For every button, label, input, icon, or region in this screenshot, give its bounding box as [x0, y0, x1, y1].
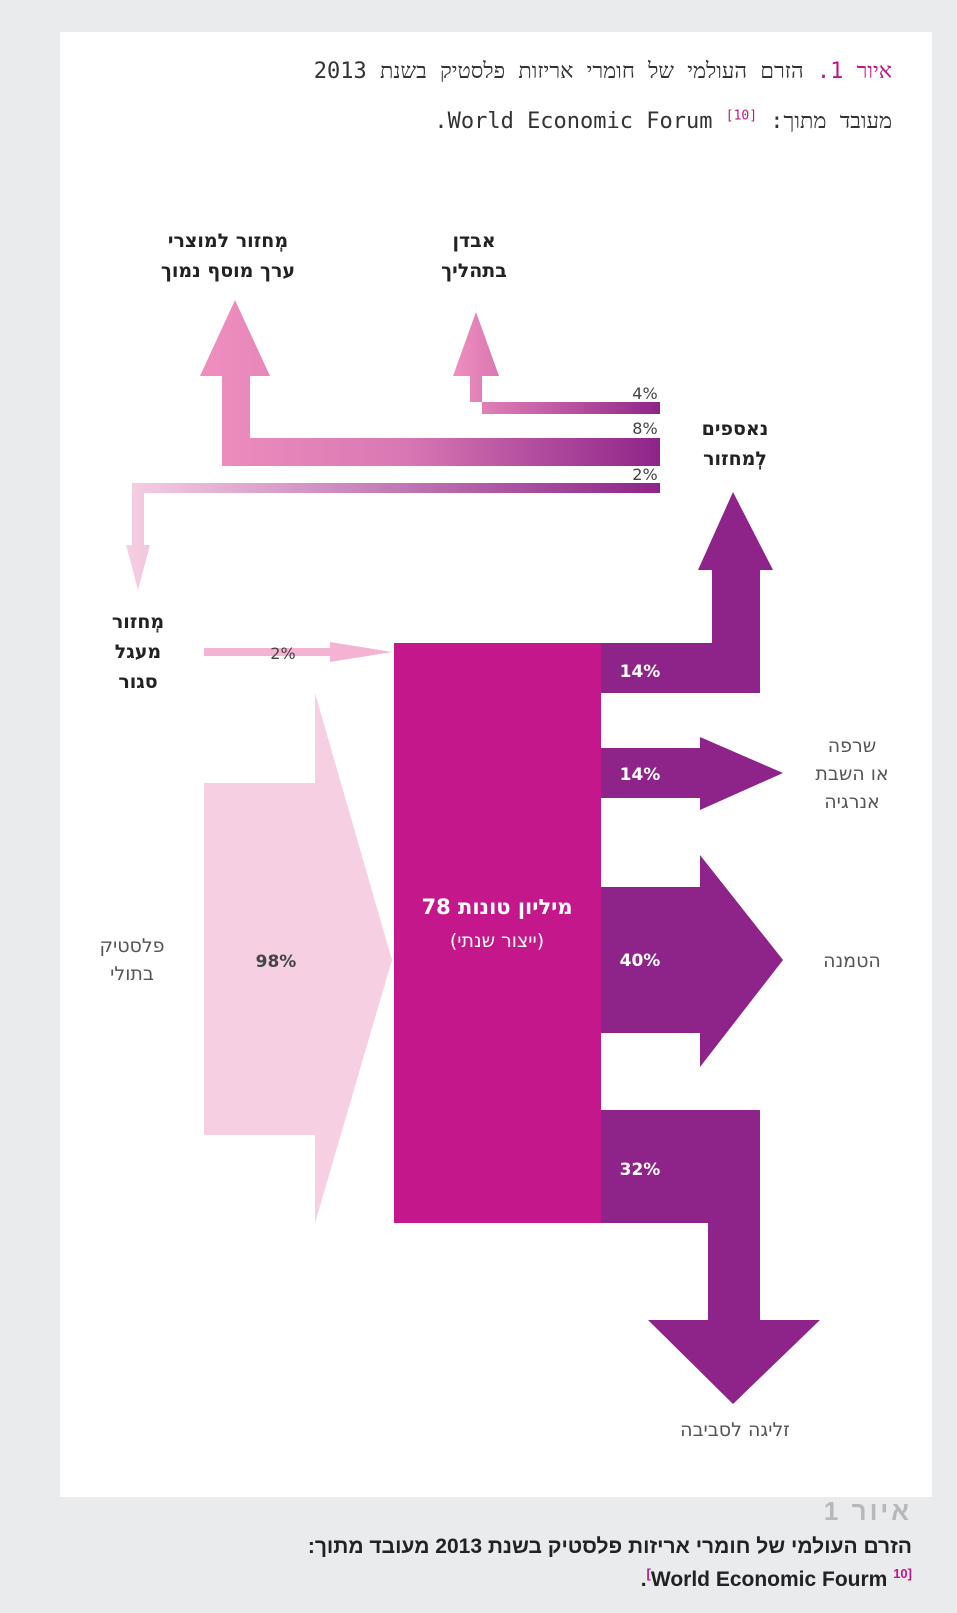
production-total-label: 78 מיליון טונות [421, 895, 572, 919]
flow-collected-recycling [601, 492, 773, 693]
label-incineration-2: או השבת [815, 763, 888, 785]
label-closed-loop-2: מעגל [115, 641, 161, 663]
caption-figure-label: איור 1 [823, 1496, 912, 1526]
label-low-value-2: ערך מוסף נמוך [161, 260, 295, 282]
percent-closed-loop-return: 2% [632, 465, 657, 484]
caption-text: הזרם העולמי של חומרי אריזות פלסטיק בשנת … [72, 1533, 912, 1593]
flow-low-value-recycling [200, 300, 660, 466]
figure-title-lead: איור 1. [816, 59, 892, 84]
label-virgin-1: פלסטיק [99, 935, 164, 957]
percent-incineration: 14% [620, 765, 661, 785]
flow-incineration [601, 737, 783, 810]
percent-leakage: 32% [620, 1160, 661, 1180]
figure-source-ref: [10] [725, 108, 758, 124]
figure-source-period: . [434, 109, 448, 134]
percent-landfill: 40% [620, 951, 661, 971]
percent-low-value: 8% [632, 419, 657, 438]
label-collected-1: נאספים [702, 418, 769, 440]
label-leakage: זליגה לסביבה [680, 1419, 790, 1441]
label-landfill: הטמנה [823, 950, 881, 972]
caption-bracket: ] [646, 1566, 651, 1581]
caption-period: . [640, 1568, 647, 1591]
flow-process-loss [453, 312, 660, 414]
percent-virgin: 98% [256, 952, 297, 972]
production-block [394, 643, 601, 1223]
label-closed-loop-1: מְחזור [112, 611, 164, 633]
flow-virgin-plastic [204, 693, 392, 1223]
flow-leakage [601, 1110, 820, 1404]
percent-closed-loop-input: 2% [270, 644, 295, 663]
label-process-loss-1: אבדן [452, 230, 495, 252]
label-incineration-3: אנרגיה [824, 791, 880, 813]
production-subtitle-label: (ייצור שנתי) [450, 930, 544, 952]
figure-title-text: הזרם העולמי של חומרי אריזות פלסטיק בשנת … [313, 59, 817, 84]
flow-closed-loop-return [126, 483, 660, 590]
caption-line-1: הזרם העולמי של חומרי אריזות פלסטיק בשנת … [307, 1535, 912, 1558]
percent-process-loss: 4% [632, 384, 657, 403]
flow-closed-loop-input [204, 642, 392, 662]
figure-title: איור 1. הזרם העולמי של חומרי אריזות פלסט… [314, 58, 892, 84]
label-incineration-1: שרפה [828, 735, 876, 757]
caption-source-name: World Economic Fourm [650, 1568, 888, 1591]
label-virgin-2: בתולי [110, 963, 154, 985]
figure-source: מעובד מתוך: World Economic Forum [10]. [434, 108, 892, 134]
caption-line-2: [10 World Economic Fourm]. [72, 1560, 912, 1593]
label-process-loss-2: בתהליך [441, 260, 507, 282]
flow-landfill [601, 855, 783, 1067]
label-closed-loop-3: סגור [118, 671, 157, 693]
label-collected-2: לְמחזור [703, 448, 767, 470]
figure-source-text: מעובד מתוך: World Economic Forum [447, 109, 892, 134]
percent-collected: 14% [620, 662, 661, 682]
caption-ref: [10 [893, 1566, 912, 1581]
label-low-value-1: מְחזור למוצרי [168, 230, 288, 252]
